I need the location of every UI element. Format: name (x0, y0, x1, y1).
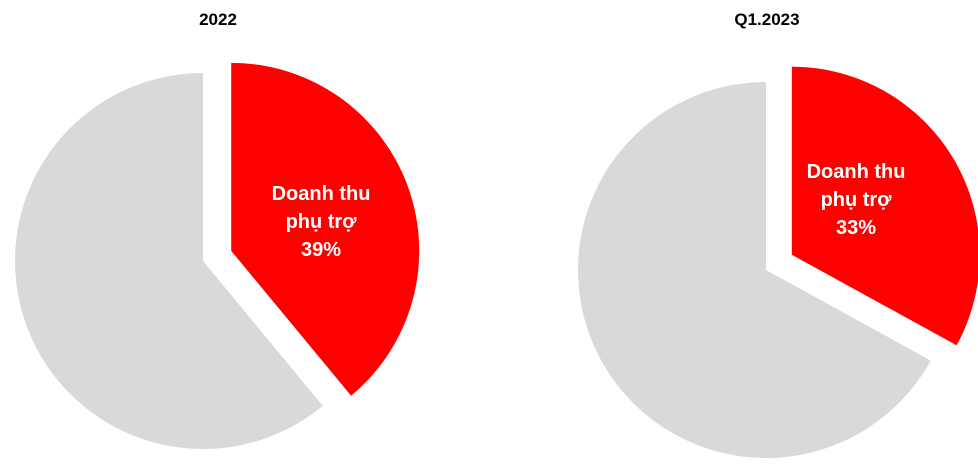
2022-slice-label-line-2: phụ trợ (286, 211, 358, 233)
q1-2023-slice-label-line-1: Doanh thu (807, 161, 906, 183)
2022-slice-label: Doanh thu phụ trợ 39% (272, 183, 371, 261)
chart-q1-2023-labels: Doanh thu phụ trợ 33% (807, 161, 906, 239)
q1-2023-slice-doanh-thu-phu-tro (791, 66, 978, 346)
chart-title-q1-2023: Q1.2023 (734, 10, 799, 29)
chart-2022: 2022 Doanh thu phụ trợ 39% (15, 10, 420, 449)
chart-2022-slices (15, 62, 420, 449)
chart-q1-2023-slices (578, 66, 978, 458)
chart-2022-labels: Doanh thu phụ trợ 39% (272, 183, 371, 261)
2022-slice-label-line-3: 39% (301, 239, 341, 261)
q1-2023-slice-label-line-2: phụ trợ (821, 189, 893, 211)
q1-2023-slice-label-line-3: 33% (836, 217, 876, 239)
2022-slice-other (15, 73, 323, 449)
q1-2023-slice-label: Doanh thu phụ trợ 33% (807, 161, 906, 239)
q1-2023-slice-other (578, 82, 931, 458)
chart-title-2022: 2022 (199, 10, 237, 29)
2022-slice-label-line-1: Doanh thu (272, 183, 371, 205)
2022-slice-doanh-thu-phu-tro (231, 62, 420, 396)
chart-q1-2023: Q1.2023 Doanh thu phụ trợ 33% (578, 10, 978, 458)
